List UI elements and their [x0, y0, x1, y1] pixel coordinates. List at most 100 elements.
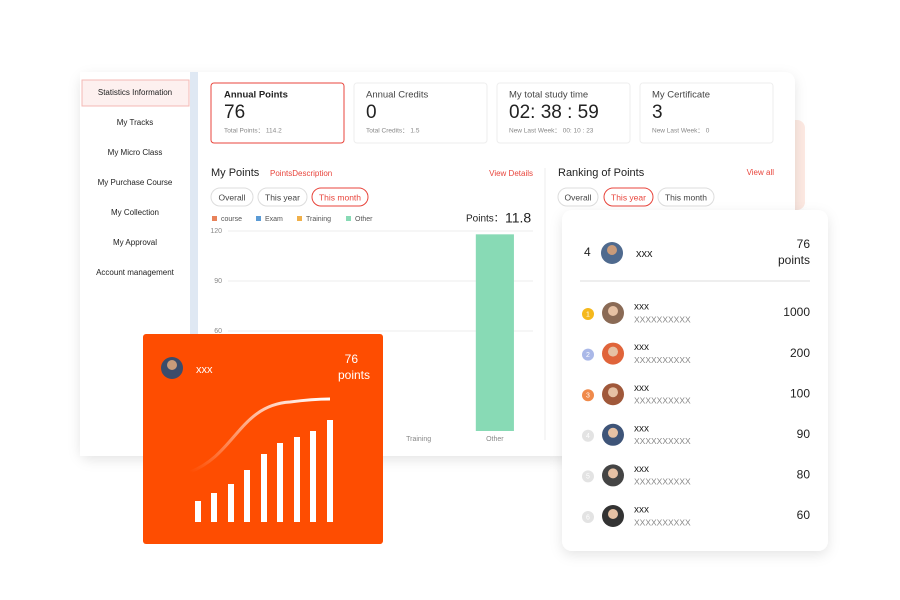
link[interactable]: View Details: [489, 169, 533, 178]
stat-sub: New Last Week： 00: 10 : 23: [509, 128, 594, 135]
stat-title: Annual Points: [224, 90, 288, 101]
section-title: My Points: [211, 167, 260, 179]
ranking-card: [562, 210, 828, 551]
row-name: xxx: [634, 383, 649, 394]
tab-label[interactable]: Overall: [219, 192, 246, 202]
tab-label[interactable]: Overall: [565, 192, 592, 202]
tab[interactable]: [657, 187, 715, 207]
promo-name: xxx: [196, 364, 213, 376]
row-name: xxx: [634, 505, 649, 516]
my-points-unit: points: [778, 253, 810, 267]
stat-value: 0: [366, 102, 377, 123]
avatar-face: [608, 509, 618, 519]
stat-title: Annual Credits: [366, 90, 429, 101]
row-points: 90: [797, 427, 811, 441]
row-points: 1000: [783, 305, 810, 319]
sidebar-item[interactable]: My Collection: [111, 208, 159, 217]
row-points: 100: [790, 386, 810, 400]
promo-card: [143, 334, 383, 544]
y-tick-label: 90: [214, 278, 222, 285]
avatar-face: [608, 346, 618, 357]
legend-swatch: [297, 216, 302, 221]
row-name: xxx: [634, 464, 649, 475]
row-id: XXXXXXXXXX: [634, 517, 691, 527]
avatar-face: [607, 245, 617, 255]
tab[interactable]: [311, 187, 369, 207]
row-points: 80: [797, 468, 811, 482]
y-tick-label: 120: [210, 228, 222, 235]
sidebar-item[interactable]: My Approval: [113, 238, 157, 247]
link[interactable]: PointsDescription: [270, 169, 332, 178]
section-title: Ranking of Points: [558, 167, 645, 179]
avatar-face: [167, 360, 177, 370]
stat-sub: Total Points： 114.2: [224, 128, 282, 135]
stat-card: [639, 82, 774, 144]
tab[interactable]: [603, 187, 654, 207]
my-name: xxx: [636, 248, 653, 260]
tab[interactable]: [257, 187, 308, 207]
avatar-face: [608, 468, 618, 479]
row-name: xxx: [634, 342, 649, 353]
rank-number: 5: [586, 474, 590, 481]
legend-label: Exam: [265, 216, 283, 223]
rank-badge: [582, 308, 594, 320]
my-points: 76: [797, 237, 811, 251]
stat-card: [353, 82, 488, 144]
rank-badge: [582, 470, 594, 483]
stat-value: 3: [652, 102, 663, 123]
promo-points-unit: points: [338, 368, 370, 382]
rank-number: 3: [586, 393, 590, 400]
avatar-face: [608, 387, 618, 398]
avatar-face: [608, 427, 618, 438]
y-tick-label: 60: [214, 328, 222, 335]
tab-label[interactable]: This month: [665, 192, 707, 202]
sidebar-scroll: [190, 72, 198, 456]
promo-points: 76: [345, 352, 359, 366]
stat-value: 76: [224, 102, 245, 123]
sidebar-item[interactable]: My Purchase Course: [98, 178, 173, 187]
rank-number: 6: [586, 514, 590, 521]
stat-value: 02: 38 : 59: [509, 102, 599, 123]
sidebar-item[interactable]: Statistics Information: [98, 88, 172, 97]
link[interactable]: View all: [747, 168, 775, 177]
row-id: XXXXXXXXXX: [634, 477, 691, 487]
stat-card: [496, 82, 631, 144]
row-name: xxx: [634, 423, 649, 434]
tab[interactable]: [210, 187, 254, 207]
legend-label: Other: [355, 216, 373, 223]
stat-card: [210, 82, 345, 144]
legend-label: Training: [306, 216, 331, 223]
stat-sub: Total Credits： 1.5: [366, 128, 420, 135]
x-tick-label: Training: [406, 436, 431, 443]
promo-bars: [195, 420, 333, 522]
sidebar-item[interactable]: Account management: [96, 268, 175, 277]
stat-title: My Certificate: [652, 90, 710, 101]
rank-badge: [582, 348, 594, 361]
points-value: 11.8: [505, 210, 531, 226]
tab[interactable]: [557, 187, 599, 207]
legend-swatch: [212, 216, 217, 221]
row-id: XXXXXXXXXX: [634, 436, 691, 446]
stat-sub: New Last Week： 0: [652, 128, 710, 135]
rank-number: 1: [586, 311, 590, 318]
sidebar-item[interactable]: My Tracks: [117, 118, 153, 127]
sidebar-item[interactable]: My Micro Class: [108, 148, 163, 157]
tab-label[interactable]: This year: [611, 192, 646, 202]
tab-label[interactable]: This year: [265, 192, 300, 202]
points-label: Points：: [466, 214, 504, 225]
stat-title: My total study time: [509, 90, 588, 101]
rank-number: 4: [586, 433, 590, 440]
rank-number: 2: [586, 352, 590, 359]
x-tick-label: Other: [486, 436, 504, 443]
tab-label[interactable]: This month: [319, 192, 361, 202]
sidebar-active: [81, 79, 190, 107]
row-id: XXXXXXXXXX: [634, 314, 691, 324]
legend-swatch: [346, 216, 351, 221]
avatar-face: [608, 306, 618, 316]
row-name: xxx: [634, 302, 649, 313]
row-id: XXXXXXXXXX: [634, 355, 691, 365]
my-rank: 4: [584, 245, 591, 259]
row-points: 200: [790, 346, 810, 360]
